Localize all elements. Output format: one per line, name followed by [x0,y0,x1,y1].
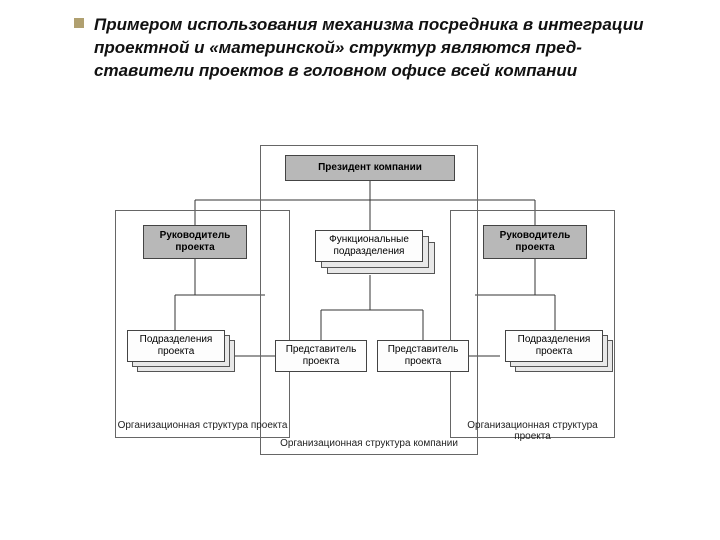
left-depts-label: Подразделения проекта [132,334,220,358]
company-container [260,145,478,455]
rep-left-node: Представитель проекта [275,340,367,372]
left-leader-label: Руководитель проекта [148,230,242,254]
president-label: Президент компании [318,162,422,174]
company-caption: Организационная структура компании [260,438,478,449]
right-depts-stack: Подразделения проекта [505,330,603,362]
right-leader-label: Руководитель проекта [488,230,582,254]
president-node: Президент компании [285,155,455,181]
right-leader-node: Руководитель проекта [483,225,587,259]
page-title: Примером использования механизма посредн… [94,14,644,83]
left-leader-node: Руководитель проекта [143,225,247,259]
func-depts-label: Функциональные подразделения [320,234,418,258]
left-caption: Организационная структура проекта [115,420,290,431]
right-depts-label: Подразделения проекта [510,334,598,358]
bullet-icon [74,18,84,28]
rep-left-label: Представитель проекта [280,344,362,368]
left-depts-stack: Подразделения проекта [127,330,225,362]
func-depts-stack: Функциональные подразделения [315,230,423,262]
rep-right-node: Представитель проекта [377,340,469,372]
rep-right-label: Представитель проекта [382,344,464,368]
org-diagram: Президент компании Руководитель проекта … [115,145,615,485]
